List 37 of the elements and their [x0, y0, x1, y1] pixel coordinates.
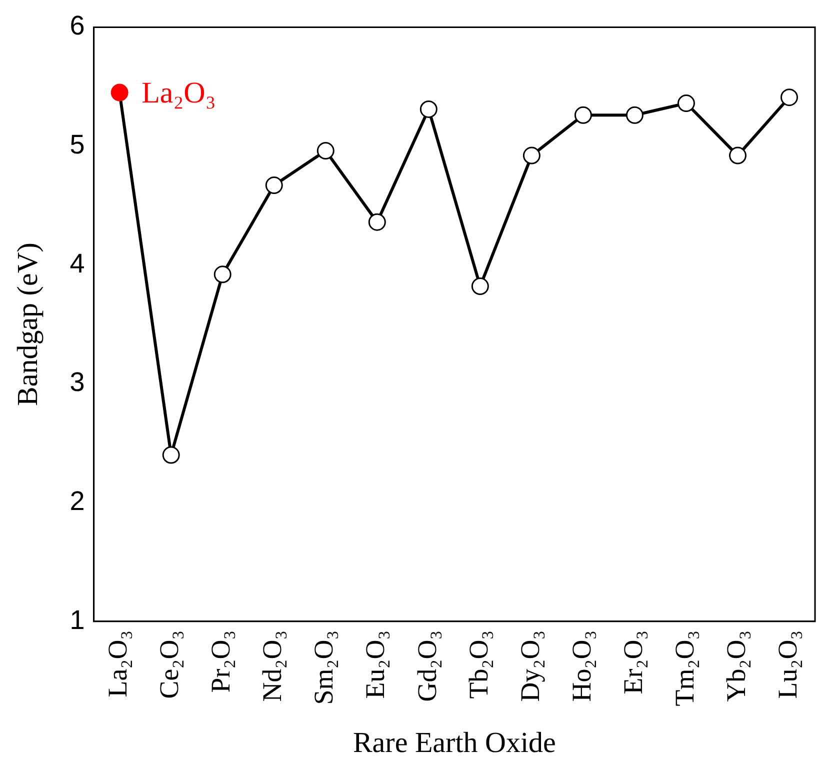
y-tick-label: 1: [70, 604, 85, 635]
x-tick-label: Ce₂O₃: [154, 630, 184, 699]
point: [420, 100, 438, 118]
point: [368, 213, 386, 231]
y-tick-label: 6: [70, 10, 85, 41]
x-tick-label: Ho₂O₃: [566, 630, 596, 702]
annotation: La₂O₃: [142, 76, 216, 110]
y-tick-label: 4: [70, 248, 85, 278]
x-tick-label: Er₂O₃: [618, 630, 648, 694]
x-tick-label: Dy₂O₃: [514, 630, 545, 702]
x-tick-label: Eu₂O₃: [360, 630, 390, 699]
point: [162, 446, 180, 464]
y-axis-title: Bandgap (eV): [12, 242, 44, 406]
y-tick-label: 5: [70, 129, 85, 160]
point: [626, 106, 644, 124]
point: [574, 106, 592, 124]
point: [316, 142, 334, 160]
x-tick-label: Nd₂O₃: [257, 630, 288, 702]
point: [214, 266, 232, 284]
x-tick-label: La₂O₃: [102, 630, 133, 698]
y-tick-label: 2: [70, 486, 85, 516]
point: [265, 176, 283, 194]
x-tick-label: Lu₂O₃: [772, 630, 802, 699]
point: [780, 88, 798, 106]
y-tick-label: 3: [70, 367, 85, 398]
x-tick-label: Pr₂O₃: [206, 630, 236, 693]
point: [677, 94, 695, 112]
point: [110, 84, 128, 102]
x-tick-label: Tm₂O₃: [669, 630, 700, 706]
x-tick-label: Sm₂O₃: [308, 630, 339, 705]
point: [522, 146, 540, 164]
point: [471, 278, 489, 296]
point: [728, 146, 746, 164]
x-tick-label: Tb₂O₃: [463, 630, 494, 699]
x-tick-label: Gd₂O₃: [412, 630, 442, 702]
x-axis-title: Rare Earth Oxide: [352, 727, 556, 760]
x-tick-label: Yb₂O₃: [720, 630, 751, 702]
